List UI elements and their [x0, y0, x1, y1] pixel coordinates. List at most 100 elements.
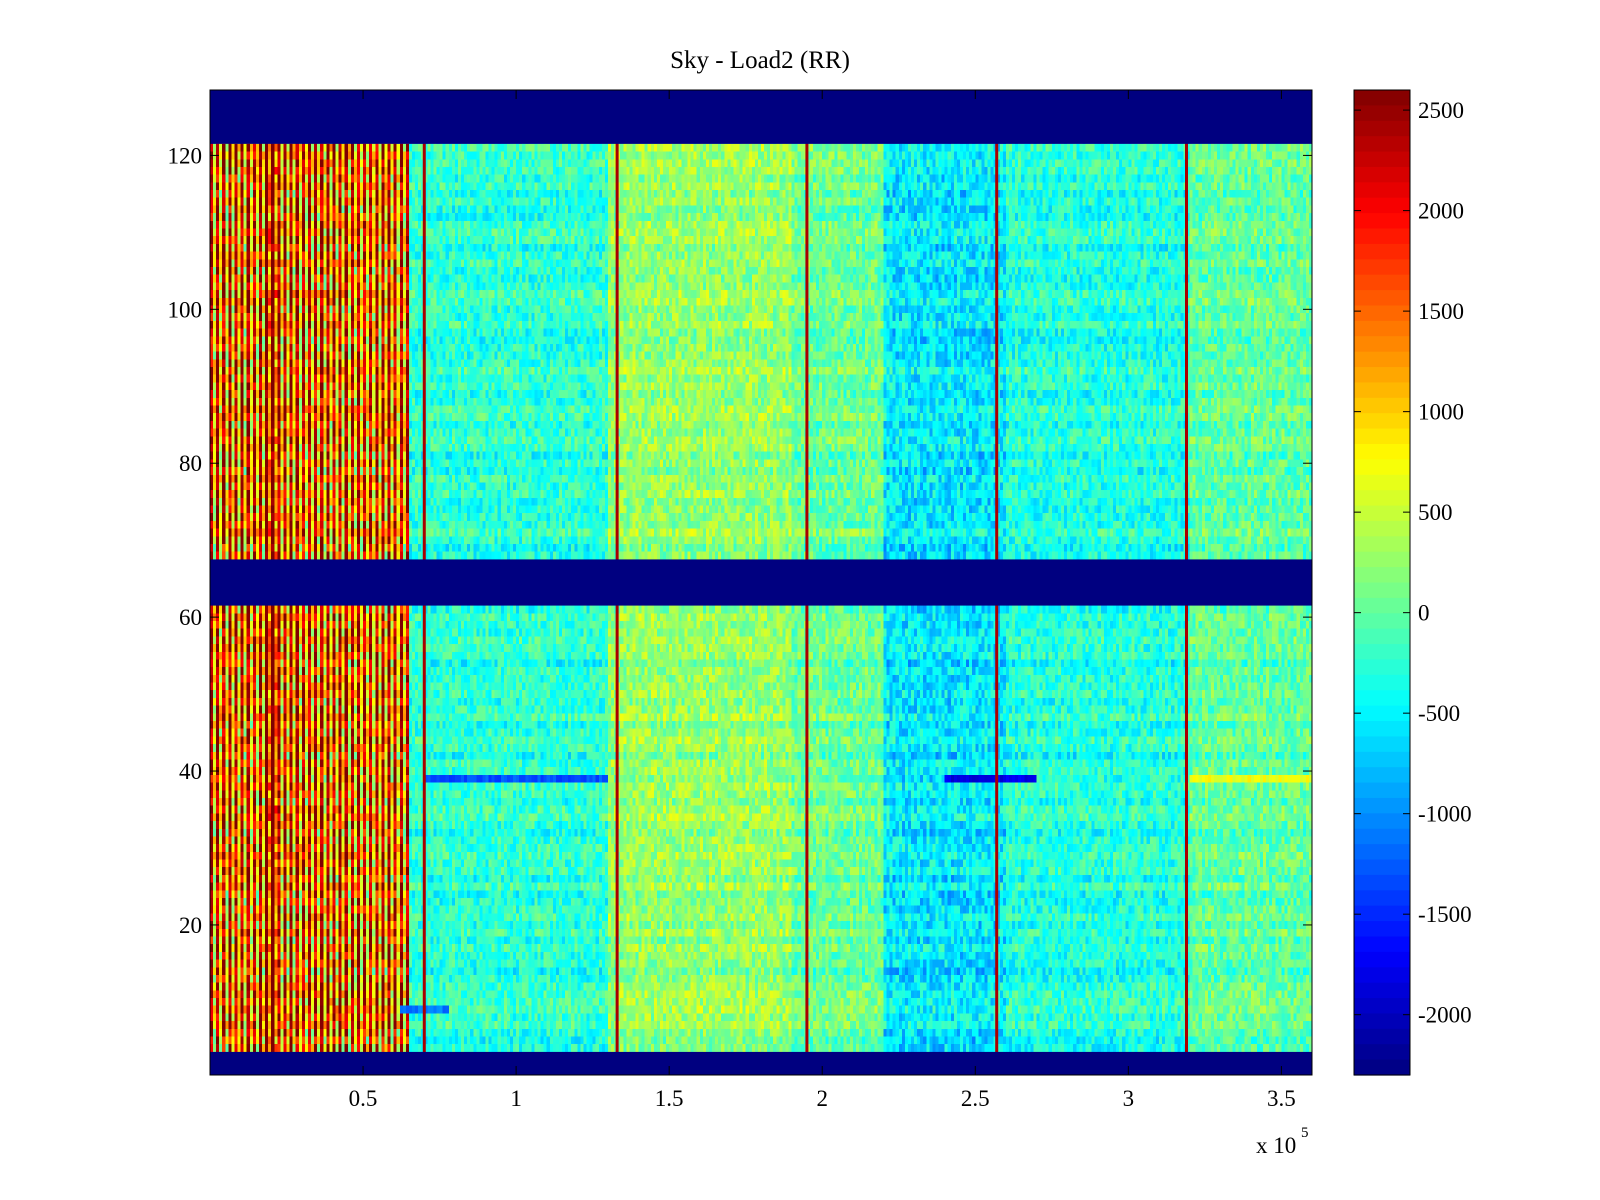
colorbar-tick-label: 500 — [1418, 500, 1453, 525]
colorbar-tick-label: -2000 — [1418, 1003, 1472, 1028]
colorbar-step — [1354, 628, 1410, 645]
colorbar-step — [1354, 197, 1410, 214]
colorbar-step — [1354, 890, 1410, 907]
colorbar-step — [1354, 536, 1410, 553]
plot-area: 0.5 1 1.5 2 2.5 3 3.5 20 40 60 80 100 120 x 10 5 — [168, 89, 1313, 1158]
colorbar-step — [1354, 474, 1410, 491]
x-multiplier-base: x 10 — [1256, 1133, 1296, 1158]
colorbar-ticks: 2500 2000 1500 1000 500 0 -500 -1000 -1500 -2000 — [1354, 98, 1472, 1028]
colorbar-step — [1354, 613, 1410, 630]
colorbar-step — [1354, 936, 1410, 953]
colorbar-step — [1354, 213, 1410, 230]
colorbar-step — [1354, 674, 1410, 691]
colorbar-step — [1354, 290, 1410, 307]
colorbar-step — [1354, 228, 1410, 245]
colorbar-tick-label: 0 — [1418, 601, 1430, 626]
colorbar-step — [1354, 567, 1410, 584]
colorbar-step — [1354, 259, 1410, 276]
colorbar-step — [1354, 828, 1410, 845]
colorbar-step — [1354, 659, 1410, 676]
y-tick-label: 60 — [179, 605, 202, 630]
colorbar-step — [1354, 367, 1410, 384]
y-tick-label: 80 — [179, 451, 202, 476]
colorbar-tick-label: -1000 — [1418, 802, 1472, 827]
colorbar-step — [1354, 1044, 1410, 1061]
colorbar-step — [1354, 136, 1410, 153]
colorbar-step — [1354, 459, 1410, 476]
colorbar-step — [1354, 551, 1410, 568]
colorbar-step — [1354, 443, 1410, 460]
colorbar-tick-label: -500 — [1418, 701, 1460, 726]
colorbar-step — [1354, 751, 1410, 768]
masked-band — [210, 90, 1312, 144]
x-tick-label: 3 — [1123, 1086, 1135, 1111]
colorbar-step — [1354, 813, 1410, 830]
x-axis-multiplier: x 10 — [1256, 1133, 1296, 1158]
colorbar-step — [1354, 490, 1410, 507]
colorbar-step — [1354, 520, 1410, 537]
plot-frame — [209, 89, 1313, 1076]
colorbar-step — [1354, 1028, 1410, 1045]
colorbar-step — [1354, 721, 1410, 738]
colorbar-tick-label: 1000 — [1418, 400, 1464, 425]
colorbar-tick-label: 1500 — [1418, 299, 1464, 324]
colorbar-step — [1354, 243, 1410, 260]
y-tick-label: 100 — [168, 297, 203, 322]
colorbar-step — [1354, 998, 1410, 1015]
x-tick-label: 1.5 — [655, 1086, 684, 1111]
chart-title: Sky - Load2 (RR) — [670, 47, 850, 74]
colorbar-step — [1354, 767, 1410, 784]
colorbar-step — [1354, 921, 1410, 938]
y-axis: 20 40 60 80 100 120 — [168, 143, 1312, 938]
colorbar-step — [1354, 690, 1410, 707]
colorbar-tick-label: 2000 — [1418, 199, 1464, 224]
colorbar-step — [1354, 736, 1410, 753]
colorbar-step — [1354, 382, 1410, 399]
colorbar-step — [1354, 1059, 1410, 1076]
x-tick-label: 3.5 — [1267, 1086, 1296, 1111]
x-tick-label: 0.5 — [349, 1086, 378, 1111]
x-axis-multiplier-exponent: 5 — [1301, 1125, 1309, 1141]
colorbar-step — [1354, 644, 1410, 661]
x-tick-label: 2.5 — [961, 1086, 990, 1111]
colorbar-step — [1354, 951, 1410, 968]
colorbar-step — [1354, 982, 1410, 999]
x-tick-label: 2 — [816, 1086, 828, 1111]
colorbar-step — [1354, 905, 1410, 922]
colorbar-frame — [1353, 89, 1411, 1076]
colorbar-step — [1354, 705, 1410, 722]
colorbar-step — [1354, 274, 1410, 291]
y-tick-label: 120 — [168, 143, 203, 168]
colorbar-step — [1354, 182, 1410, 199]
colorbar-step — [1354, 1013, 1410, 1030]
colorbar-step — [1354, 413, 1410, 430]
x-axis: 0.5 1 1.5 2 2.5 3 3.5 — [349, 90, 1296, 1111]
colorbar-tick-label: -1500 — [1418, 902, 1472, 927]
colorbar-step — [1354, 582, 1410, 599]
colorbar-step — [1354, 120, 1410, 137]
colorbar-step — [1354, 166, 1410, 183]
colorbar-step — [1354, 859, 1410, 876]
colorbar-step — [1354, 351, 1410, 368]
colorbar-step — [1354, 597, 1410, 614]
y-tick-label: 20 — [179, 913, 202, 938]
masked-bands — [210, 90, 1312, 1075]
colorbar-step — [1354, 320, 1410, 337]
masked-band — [210, 1051, 1312, 1075]
masked-band — [210, 559, 1312, 606]
colorbar-step — [1354, 305, 1410, 322]
colorbar-step — [1354, 105, 1410, 122]
colorbar-tick-label: 2500 — [1418, 98, 1464, 123]
colorbar-step — [1354, 844, 1410, 861]
colorbar-step — [1354, 782, 1410, 799]
colorbar-step — [1354, 967, 1410, 984]
colorbar-gradient — [1354, 90, 1410, 1076]
y-tick-label: 40 — [179, 759, 202, 784]
colorbar-step — [1354, 505, 1410, 522]
colorbar-step — [1354, 797, 1410, 814]
colorbar-step — [1354, 874, 1410, 891]
colorbar-step — [1354, 90, 1410, 106]
colorbar-step — [1354, 336, 1410, 353]
colorbar-step — [1354, 428, 1410, 445]
